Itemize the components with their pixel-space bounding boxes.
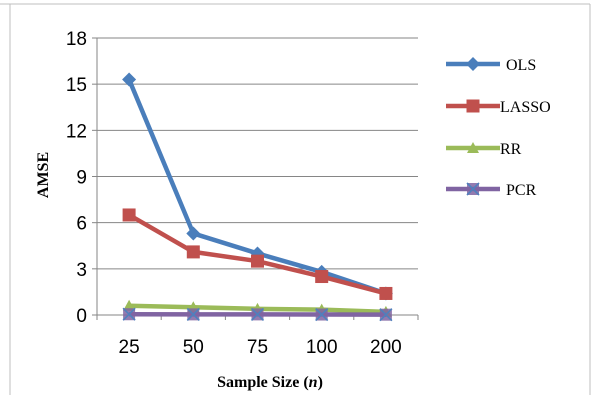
gridlines <box>92 37 419 320</box>
data-point-rr <box>123 299 136 311</box>
data-point-ols <box>122 72 137 87</box>
y-tick-label: 0 <box>76 306 87 327</box>
data-point-lasso <box>379 286 393 300</box>
legend-label-lasso: LASSO <box>500 99 551 116</box>
series-layer <box>122 72 393 322</box>
data-point-pcr <box>315 307 329 322</box>
x-tick-label: 50 <box>183 337 204 358</box>
legend-label-ols: OLS <box>506 57 536 74</box>
data-point-pcr <box>122 307 136 321</box>
legend-item-pcr: PCR <box>446 182 537 199</box>
y-tick-label: 12 <box>66 121 87 142</box>
legend-label-rr: RR <box>500 141 522 158</box>
x-tick-label: 100 <box>306 337 338 358</box>
data-point-pcr <box>186 307 200 321</box>
x-tick-label: 25 <box>119 337 140 358</box>
data-point-lasso <box>315 270 329 284</box>
legend-label-pcr: PCR <box>506 182 537 199</box>
legend-marker-pcr <box>466 182 480 196</box>
legend-item-rr: RR <box>446 141 522 158</box>
y-axis-title: AMSE <box>35 152 52 198</box>
y-tick-label: 9 <box>76 168 87 189</box>
x-axis-tick-labels: 25 50 75 100 200 <box>119 337 402 358</box>
legend-marker-ols <box>466 57 480 71</box>
x-axis-title-variable: n <box>309 374 318 391</box>
legend-marker-rr <box>467 142 479 153</box>
x-tick-label: 200 <box>370 337 402 358</box>
series-pcr <box>122 307 393 322</box>
legend-item-lasso: LASSO <box>446 99 551 116</box>
data-point-ols <box>250 246 265 261</box>
y-axis-tick-labels: 0 3 6 9 12 15 18 <box>66 29 87 327</box>
y-tick-label: 15 <box>66 75 87 96</box>
x-axis-title: Sample Size (n) <box>217 374 323 391</box>
legend: OLS LASSO RR PCR <box>446 57 551 199</box>
y-tick-label: 3 <box>76 260 87 281</box>
series-lasso <box>122 208 393 300</box>
data-point-ols <box>186 226 201 241</box>
legend-item-ols: OLS <box>446 57 536 74</box>
x-axis-title-main: Sample Size ( <box>217 374 309 391</box>
data-point-lasso <box>122 208 136 222</box>
x-axis-title-close: ) <box>318 374 323 391</box>
data-point-lasso <box>251 254 264 268</box>
data-point-pcr <box>379 308 393 322</box>
legend-marker-lasso <box>466 99 480 113</box>
data-point-pcr <box>250 307 265 321</box>
x-tick-label: 75 <box>247 337 268 358</box>
y-tick-label: 6 <box>76 214 87 235</box>
y-tick-label: 18 <box>66 29 87 50</box>
data-point-lasso <box>186 245 200 259</box>
